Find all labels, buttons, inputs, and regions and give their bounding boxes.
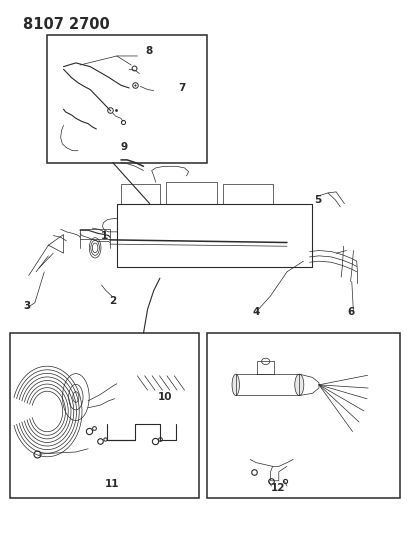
Text: 10: 10 — [157, 392, 172, 402]
Text: 9: 9 — [121, 142, 128, 151]
Text: 7: 7 — [178, 83, 185, 93]
Text: 6: 6 — [346, 307, 353, 317]
Text: 8: 8 — [145, 46, 153, 55]
Text: 3: 3 — [23, 302, 30, 311]
Text: 11: 11 — [104, 479, 119, 489]
Text: 4: 4 — [252, 307, 259, 317]
Text: 5: 5 — [313, 195, 321, 205]
Ellipse shape — [294, 374, 303, 395]
Text: 2: 2 — [109, 296, 116, 306]
Ellipse shape — [231, 374, 239, 395]
Text: 8107 2700: 8107 2700 — [22, 17, 109, 32]
Text: 12: 12 — [270, 483, 284, 492]
Text: 1: 1 — [101, 231, 108, 240]
